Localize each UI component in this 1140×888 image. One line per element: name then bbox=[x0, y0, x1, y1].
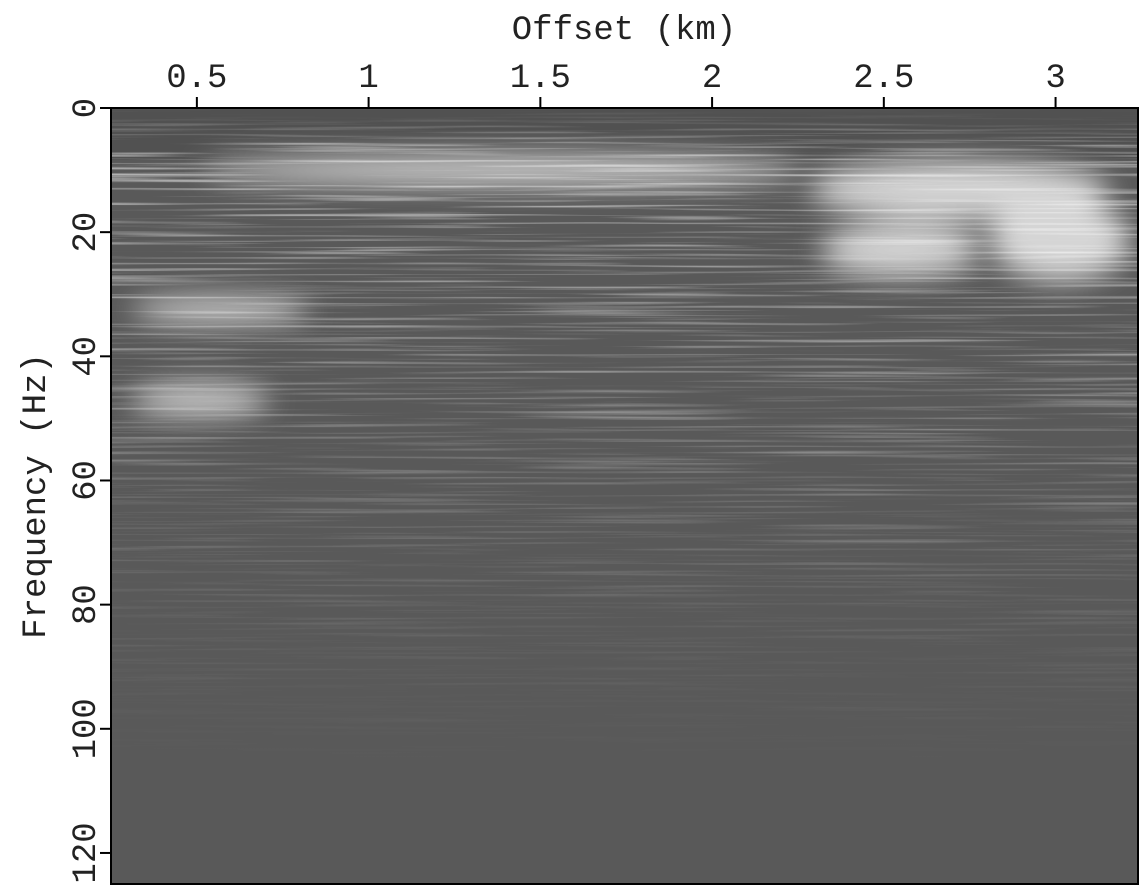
y-tick-label: 0 bbox=[68, 98, 106, 118]
image-raster bbox=[111, 108, 1138, 884]
y-tick-label: 60 bbox=[68, 460, 106, 501]
y-tick-label: 80 bbox=[68, 584, 106, 625]
x-tick-label: 1.5 bbox=[510, 60, 571, 98]
x-tick-label: 2.5 bbox=[853, 60, 914, 98]
x-tick-label: 0.5 bbox=[166, 60, 227, 98]
x-tick-label: 1 bbox=[358, 60, 378, 98]
y-tick-label: 40 bbox=[68, 336, 106, 377]
plot-frame bbox=[110, 107, 1139, 885]
y-tick-label: 100 bbox=[68, 698, 106, 759]
x-axis-label: Offset (km) bbox=[512, 12, 736, 50]
y-axis-label: Frequency (Hz) bbox=[18, 353, 56, 639]
y-tick-label: 120 bbox=[68, 822, 106, 883]
y-tick-label: 20 bbox=[68, 212, 106, 253]
x-tick-label: 2 bbox=[702, 60, 722, 98]
x-tick-label: 3 bbox=[1045, 60, 1065, 98]
